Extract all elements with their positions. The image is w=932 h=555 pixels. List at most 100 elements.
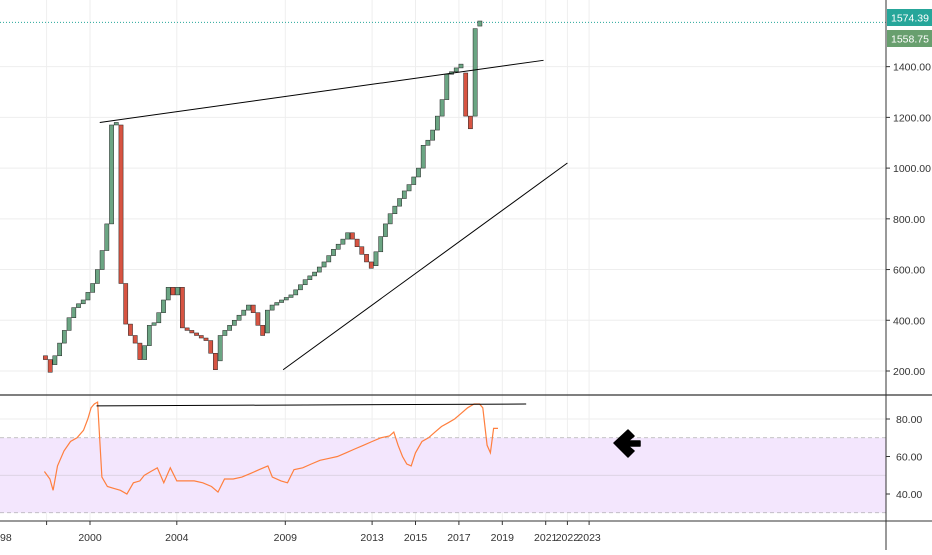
renko-brick-up [331, 249, 336, 256]
renko-brick-up [175, 287, 181, 296]
renko-brick-up [307, 275, 313, 280]
renko-brick-up [392, 205, 398, 215]
time-axis-label: 2021 [534, 532, 558, 544]
renko-brick-down [184, 327, 190, 331]
renko-brick-up [161, 299, 166, 313]
rsi-band [0, 437, 886, 514]
renko-brick-down [170, 287, 176, 296]
renko-brick-up [90, 283, 96, 293]
renko-brick-up [269, 304, 275, 311]
renko-brick-down [364, 254, 369, 263]
renko-brick-up [416, 167, 421, 178]
price-axis-label: 400.00 [893, 315, 925, 327]
rsi-panel [43, 401, 527, 495]
time-axis-label: 98 [0, 532, 12, 544]
renko-brick-up [293, 289, 299, 296]
time-axis-label: 2023 [577, 532, 601, 544]
renko-brick-up [52, 355, 58, 365]
renko-brick-up [104, 223, 110, 251]
time-axis-label: 2009 [274, 532, 298, 544]
renko-brick-up [335, 243, 341, 250]
renko-brick-down [128, 323, 133, 336]
renko-brick-up [66, 317, 72, 331]
time-axis-label: 2000 [78, 532, 102, 544]
left-arrow-icon [613, 429, 641, 458]
renko-brick-up [274, 302, 280, 306]
renko-brick-up [425, 139, 431, 146]
renko-brick-down [198, 335, 204, 339]
price-axis-label: 600.00 [893, 265, 925, 277]
rsi-axis-label: 40.00 [896, 489, 922, 501]
annotations [613, 429, 641, 458]
renko-brick-up [387, 213, 393, 225]
renko-brick-up [458, 63, 464, 69]
price-axis-label: 1400.00 [893, 62, 931, 74]
last-price-badge [887, 30, 932, 47]
renko-brick-up [142, 345, 147, 360]
renko-brick-up [151, 322, 157, 326]
renko-brick-up [316, 266, 322, 273]
renko-brick-up [326, 255, 332, 263]
rsi-axis-label: 80.00 [896, 414, 922, 426]
renko-brick-up [217, 335, 223, 362]
renko-brick-up [165, 287, 171, 301]
price-axis-label: 1000.00 [893, 163, 931, 175]
price-panel [0, 20, 886, 373]
renko-brick-up [472, 28, 478, 117]
rsi-axis-label: 60.00 [896, 452, 922, 464]
renko-brick-up [411, 176, 417, 185]
renko-brick-up [406, 184, 412, 192]
renko-brick-down [250, 304, 256, 313]
renko-brick-up [435, 115, 440, 131]
renko-brick-up [265, 309, 270, 334]
renko-brick-down [43, 355, 48, 360]
renko-brick-up [227, 325, 232, 331]
renko-brick-up [236, 314, 242, 321]
renko-brick-down [180, 287, 185, 329]
price-axis-label: 200.00 [893, 366, 925, 378]
renko-brick-up [453, 67, 459, 72]
renko-brick-up [279, 299, 284, 303]
renko-brick-up [99, 250, 105, 270]
renko-brick-up [383, 223, 388, 237]
renko-brick-up [378, 236, 384, 253]
renko-brick-down [255, 312, 261, 326]
renko-brick-up [373, 251, 379, 266]
renko-brick-up [61, 330, 67, 344]
time-axis-label: 2017 [447, 532, 471, 544]
renko-brick-down [194, 332, 199, 336]
renko-brick-up [430, 129, 435, 141]
renko-brick-up [288, 294, 294, 298]
rsi-line [43, 401, 498, 495]
price-axis-label: 1200.00 [893, 112, 931, 124]
renko-brick-down [137, 342, 143, 360]
renko-brick-down [213, 352, 218, 370]
renko-brick-up [397, 198, 402, 207]
time-axis-label: 2015 [404, 532, 428, 544]
trendline-upper-resistance [99, 59, 544, 123]
renko-brick-up [57, 342, 62, 357]
renko-brick-up [340, 238, 346, 245]
renko-brick-up [95, 269, 100, 284]
renko-brick-up [246, 304, 251, 311]
renko-brick-up [444, 74, 450, 100]
time-axis-label: 2004 [165, 532, 189, 544]
renko-brick-down [354, 238, 360, 247]
renko-brick-down [368, 261, 374, 269]
renko-brick-up [439, 99, 445, 117]
price-axis-label: 800.00 [893, 214, 925, 226]
renko-brick-up [80, 299, 86, 305]
renko-brick-down [132, 335, 138, 344]
last-price-badge-label: 1574.39 [891, 13, 929, 25]
renko-brick-up [420, 145, 426, 169]
renko-brick-up [302, 279, 308, 286]
renko-brick-down [208, 340, 214, 354]
renko-brick-down [260, 325, 266, 336]
renko-brick-up [109, 124, 114, 225]
renko-brick-down [359, 246, 365, 255]
renko-brick-up [298, 284, 303, 291]
renko-brick-down [47, 359, 53, 373]
renko-brick-up [401, 190, 407, 199]
